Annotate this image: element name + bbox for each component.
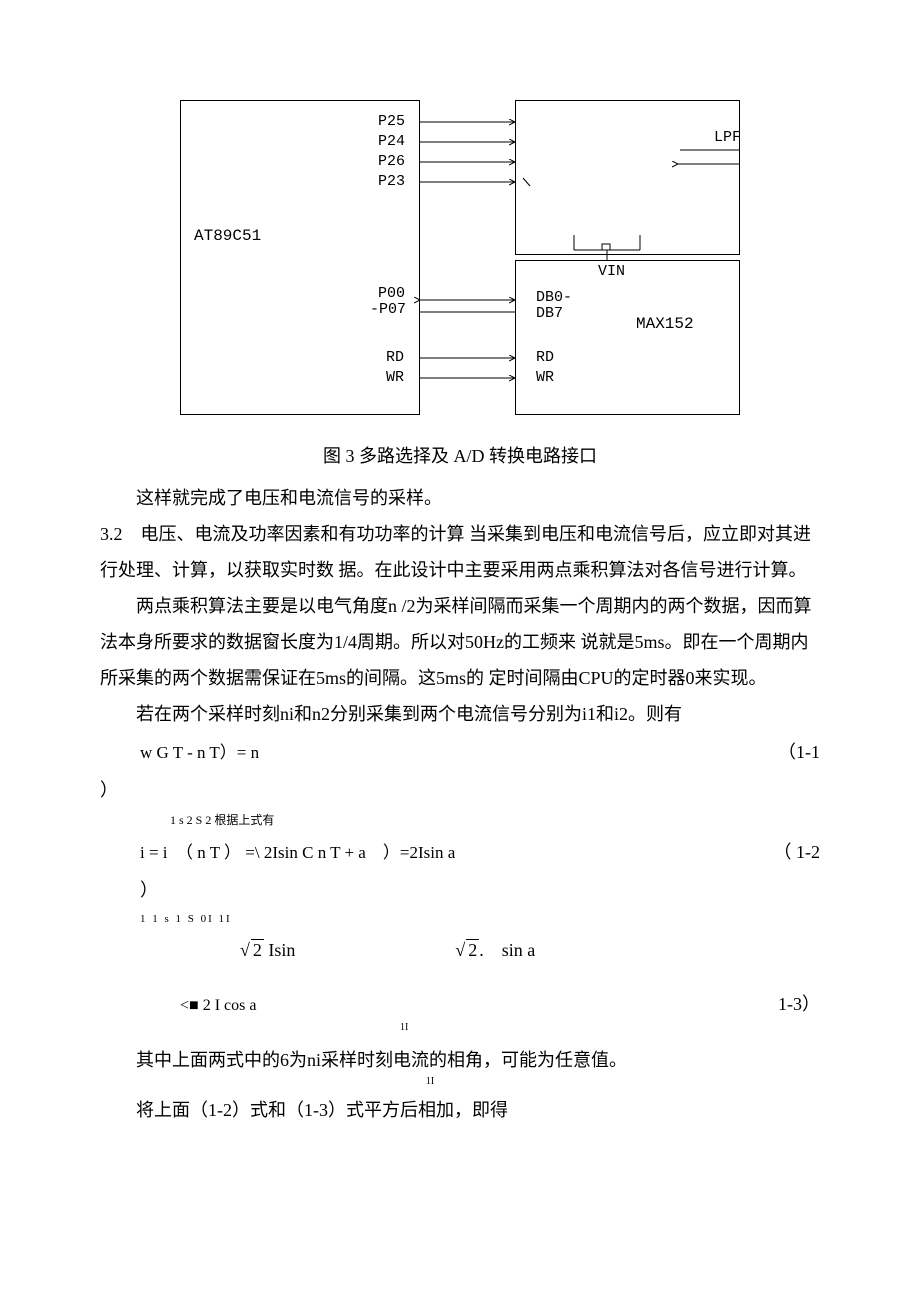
- eq2-expr: i = i （ n T ） =\ 2Isin C n T + a ）=2Isin…: [140, 836, 455, 870]
- figure-caption: 图 3 多路选择及 A/D 转换电路接口: [100, 438, 820, 474]
- sqrt-right: √2. sin a: [455, 932, 535, 968]
- eq1-expr: w G T - n T）= n: [140, 736, 259, 770]
- eq1-close: ）: [100, 772, 820, 808]
- equation-sqrt-line: √2 Isin √2. sin a: [100, 932, 820, 968]
- page: AT89C51 P25 P24 P26 P23 P00 -P07 RD WR C…: [0, 0, 920, 1188]
- equation-1-2: i = i （ n T ） =\ 2Isin C n T + a ）=2Isin…: [100, 834, 820, 870]
- diagram-container: AT89C51 P25 P24 P26 P23 P00 -P07 RD WR C…: [180, 100, 740, 420]
- eq2-subscripts: 1 1 s 1 S 0I 1I: [140, 908, 820, 930]
- eq1-subline: 1 s 2 S 2 根据上式有: [170, 808, 820, 832]
- eq3-expr: <■ 2 I cos a: [180, 990, 256, 1022]
- diagram-wires: [180, 100, 740, 420]
- equation-1-3: <■ 2 I cos a 1-3）: [100, 986, 820, 1022]
- para-algorithm: 两点乘积算法主要是以电气角度n /2为采样间隔而采集一个周期内的两个数据，因而算…: [100, 588, 820, 696]
- sqrt-right-tail: sin a: [502, 940, 536, 960]
- eq3-num: 1-3）: [778, 986, 820, 1022]
- para-two-samples: 若在两个采样时刻ni和n2分别采集到两个电流信号分别为i1和i2。则有: [100, 696, 820, 732]
- para-sampling-done: 这样就完成了电压和电流信号的采样。: [100, 480, 820, 516]
- eq2-close: ）: [140, 872, 820, 908]
- spacer: [100, 970, 820, 984]
- equation-1-1: w G T - n T）= n （1-1: [100, 734, 820, 770]
- eq2-num: （ 1-2: [774, 834, 821, 870]
- sqrt-left: √2 Isin: [240, 932, 295, 968]
- section-3-2: 3.2 电压、电流及功率因素和有功功率的计算 当采集到电压和电流信号后，应立即对…: [100, 516, 820, 588]
- circuit-diagram: AT89C51 P25 P24 P26 P23 P00 -P07 RD WR C…: [180, 100, 740, 420]
- eq1-num: （1-1: [778, 734, 820, 770]
- sqrt-left-tail: Isin: [268, 940, 295, 960]
- eq3-sub: 1I: [400, 1018, 820, 1038]
- eq1-sub-text: 1 s 2 S 2 根据上式有: [170, 813, 274, 827]
- para-square-add: 将上面（1-2）式和（1-3）式平方后相加，即得: [100, 1092, 820, 1128]
